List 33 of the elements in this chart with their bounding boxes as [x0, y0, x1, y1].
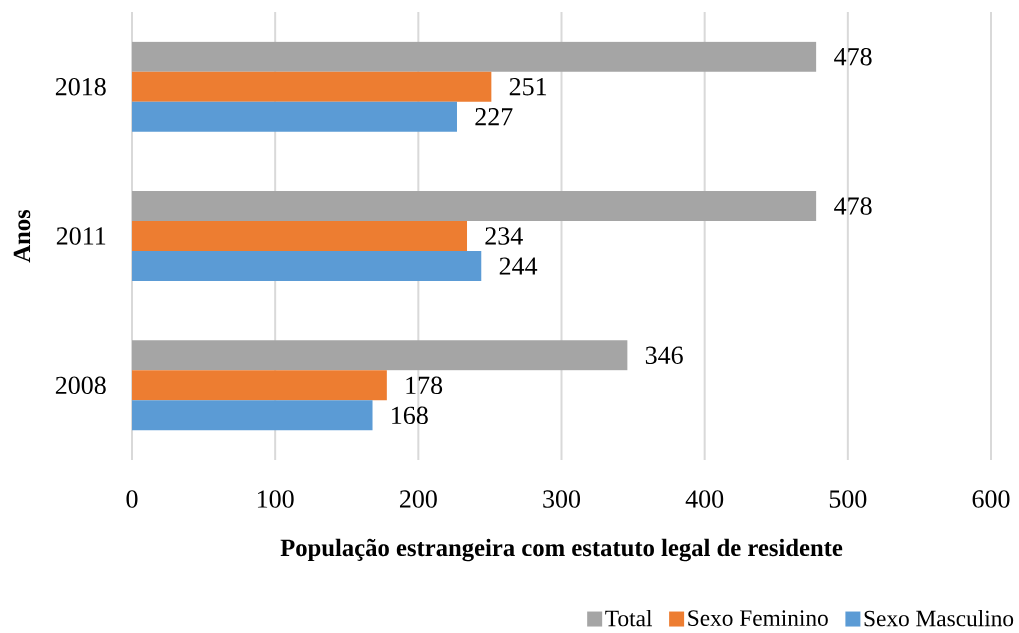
- bar: [132, 71, 492, 102]
- x-tick-label: 300: [543, 490, 581, 508]
- legend-label: Sexo Masculino: [864, 609, 1014, 627]
- data-label: 251: [509, 77, 547, 96]
- x-axis-title: População estrangeira com estatuto legal de residente: [280, 538, 843, 562]
- x-tick-label: 600: [972, 490, 1010, 508]
- x-tick-label: 100: [257, 490, 294, 508]
- bar: [132, 41, 817, 72]
- bar: [132, 370, 387, 401]
- bar: [132, 340, 628, 371]
- legend-label: Sexo Feminino: [688, 610, 828, 626]
- y-tick-label: 2011: [56, 227, 106, 245]
- legend-label: Total: [605, 609, 653, 627]
- data-label: 346: [645, 346, 683, 365]
- x-tick-label: 200: [399, 490, 437, 508]
- data-label: 244: [499, 257, 538, 275]
- x-tick-label: 0: [126, 490, 138, 508]
- data-label: 168: [392, 406, 428, 425]
- bar: [132, 101, 457, 132]
- y-axis-title: Anos: [13, 209, 31, 263]
- x-tick-label: 500: [829, 490, 867, 508]
- data-label: 178: [406, 376, 443, 395]
- bar: [132, 221, 468, 251]
- y-tick-label: 2008: [55, 376, 106, 395]
- data-label: 478: [834, 197, 872, 215]
- bar: [132, 191, 817, 221]
- x-tick-label: 400: [685, 490, 724, 508]
- data-label: 234: [485, 227, 523, 245]
- bar: [132, 251, 482, 281]
- data-label: 227: [475, 108, 513, 126]
- bar: [132, 400, 373, 431]
- y-tick-label: 2018: [55, 77, 106, 96]
- data-label: 478: [834, 47, 872, 66]
